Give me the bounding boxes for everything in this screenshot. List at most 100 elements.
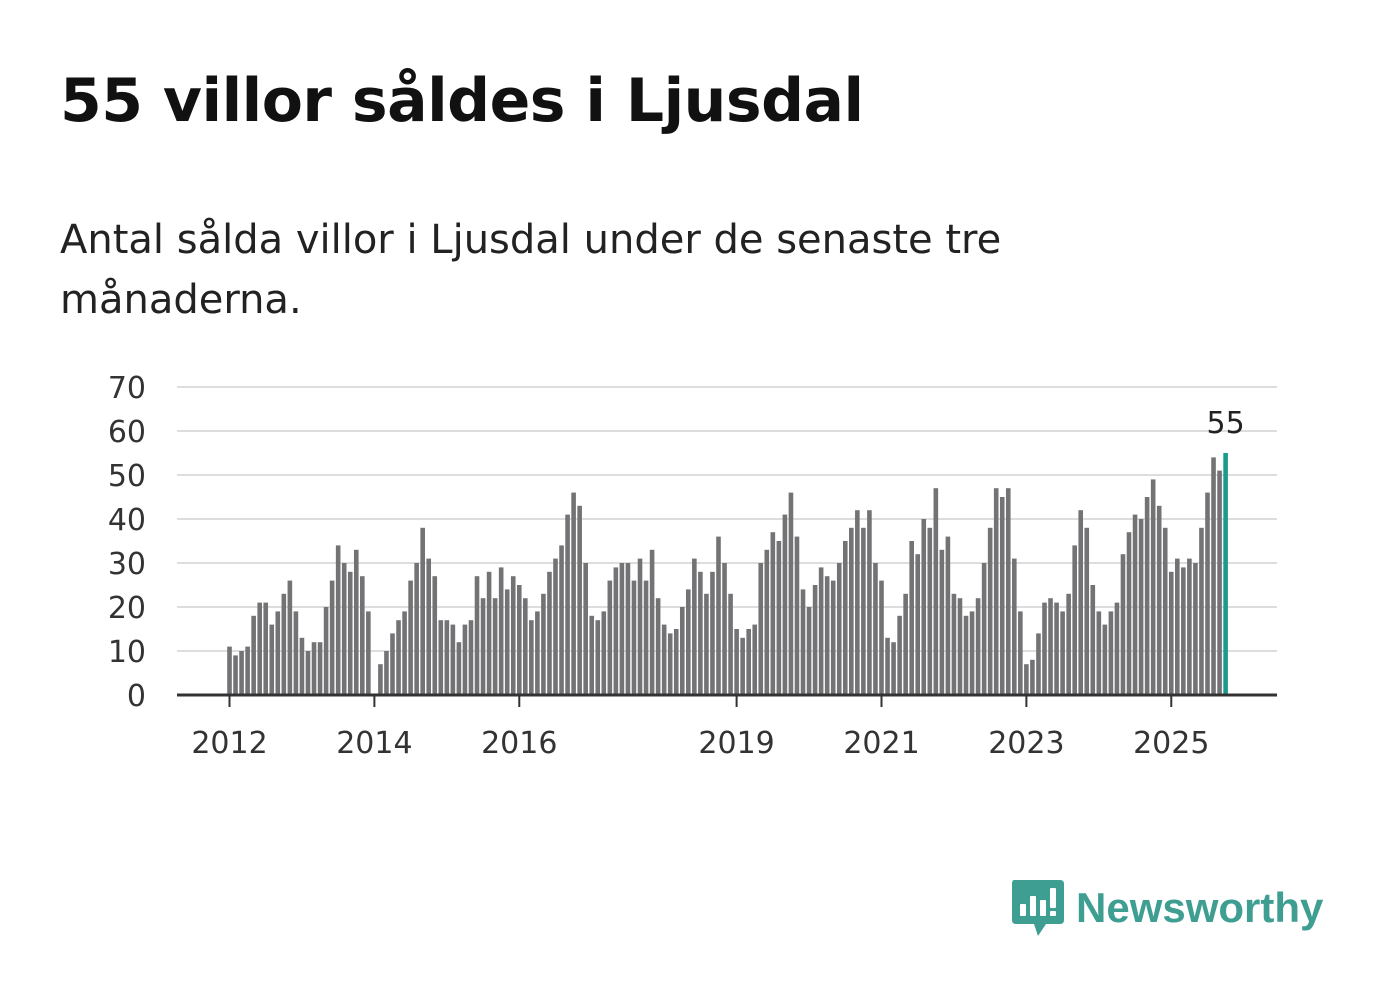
bar [776,541,782,695]
bar [523,598,528,695]
bar [800,589,806,695]
bar [945,536,951,695]
bar [927,527,933,695]
chart-subtitle: Antal sålda villor i Ljusdal under de se… [60,217,1002,323]
bars [227,453,1228,695]
bar [516,585,522,695]
bar [1024,664,1029,695]
bar [384,651,389,695]
bar [909,541,914,695]
bar [788,492,794,695]
bar [1096,611,1102,695]
bar [1217,470,1222,695]
bar [915,554,921,695]
bar [806,607,812,695]
bar [462,624,468,695]
y-axis-tick-labels: 0 10 20 30 40 50 60 70 [108,371,146,714]
bar [239,651,244,695]
y-tick-label: 50 [108,459,146,494]
bar [547,571,552,695]
bar [541,593,546,695]
bar [999,497,1005,695]
x-tick-label: 2021 [843,726,919,761]
bar [251,615,256,695]
bar [1156,505,1162,695]
bar [987,527,993,695]
bar [746,629,751,695]
bar [1054,602,1059,695]
x-tick-label: 2014 [336,726,412,761]
bar [281,593,287,695]
bar [794,536,800,695]
bar [969,611,975,695]
bar [1193,563,1198,695]
bar [728,593,733,695]
bar [1084,527,1090,695]
y-tick-label: 0 [127,679,146,714]
bar [758,563,764,695]
bar [836,563,842,695]
bar [692,558,697,695]
bar [583,563,588,695]
bar [631,580,637,695]
bar [993,488,999,695]
bar [414,563,419,695]
bar [679,607,685,695]
bar [504,589,510,695]
bar [468,620,474,695]
bar [770,532,776,695]
bar [649,549,655,695]
bar [396,620,401,695]
bar [227,646,232,695]
bar [818,567,824,695]
highlighted-bar [1223,453,1228,695]
bar [438,620,444,695]
bar [885,637,890,695]
bar [329,580,335,695]
x-tick-label: 2019 [698,726,774,761]
bar [257,602,262,695]
bar [269,624,275,695]
bar [824,576,830,695]
bar [1018,611,1023,695]
bar [347,571,353,695]
bar [498,567,504,695]
bar [1187,558,1192,695]
bar [752,624,758,695]
y-tick-label: 40 [108,503,146,538]
bar [293,611,299,695]
bar [1072,545,1077,695]
bar [673,629,679,695]
bar [867,510,872,695]
y-tick-label: 60 [108,415,146,450]
bar [1162,527,1168,695]
bar [1120,554,1126,695]
bar [341,563,347,695]
bar [921,519,927,695]
bar [667,633,673,695]
bar [704,593,709,695]
bar [849,527,854,695]
newsworthy-logo: Newsworthy [1010,878,1323,938]
bar [299,637,305,695]
bar [891,642,896,695]
chart-title: 55 villor såldes i Ljusdal [60,66,864,136]
bar [1181,567,1186,695]
bar [1205,492,1210,695]
bar [830,580,836,695]
bar [625,563,631,695]
bar [1168,571,1174,695]
bar [444,620,450,695]
bar [643,580,649,695]
y-tick-label: 70 [108,371,146,406]
bar [1048,598,1053,695]
bar [577,505,582,695]
bar [565,514,570,695]
x-tick-label: 2012 [191,726,267,761]
bar [378,664,383,695]
bar [450,624,456,695]
bar [275,611,281,695]
x-axis-tick-labels: 2012 2014 2016 2019 2021 2023 2025 [191,695,1209,761]
bar [402,611,407,695]
bar [529,620,534,695]
